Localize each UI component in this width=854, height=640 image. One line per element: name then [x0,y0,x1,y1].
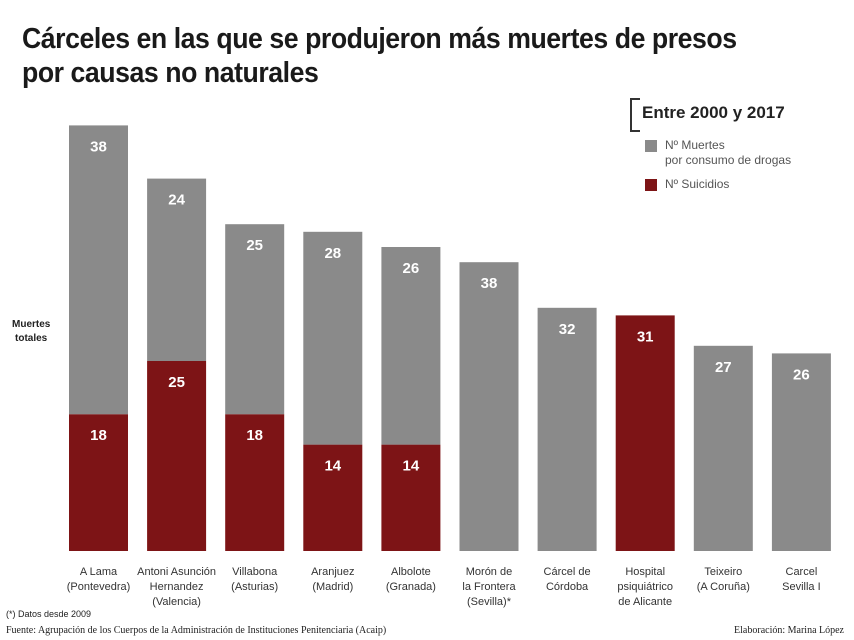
legend-swatch-suicides [645,179,657,191]
category-label: Carcel [786,566,818,578]
data-label: 32 [559,321,576,338]
bar-suicides [69,414,128,551]
bar-suicides [381,444,441,551]
legend-bracket [630,98,640,132]
category-label: A Lama [80,566,118,578]
category-label: (Asturias) [231,581,278,593]
bar-drugs [303,231,363,445]
category-label: Teixeiro [704,566,742,578]
bar-drugs [69,125,128,415]
chart-title: Cárceles en las que se produjeron más mu… [22,22,737,90]
category-label: (Madrid) [312,581,353,593]
data-label: 27 [715,359,732,376]
bar-suicides [147,361,207,551]
y-axis-label: Muertes totales [12,318,50,346]
category-label: Aranjuez [311,566,354,578]
category-label: Antoni Asunción [137,566,216,578]
legend-label-drugs-1: Nº Muertes [665,138,725,152]
data-label: 25 [168,374,185,391]
data-label: 25 [246,237,263,254]
data-label: 14 [324,458,341,475]
bar-drugs [459,262,519,551]
category-label: Albolote [391,566,431,578]
data-label: 26 [403,260,420,277]
bar-suicides [225,414,285,551]
title-line-2: por causas no naturales [22,57,319,89]
category-label: Villabona [232,566,278,578]
title-line-1: Cárceles en las que se produjeron más mu… [22,23,737,55]
bar-drugs [693,345,753,551]
data-label: 28 [324,245,341,262]
category-label: (Pontevedra) [67,581,131,593]
category-label: Cárcel de [544,566,591,578]
data-label: 26 [793,366,810,383]
credit: Elaboración: Marina López [734,625,844,636]
bar-drugs [225,224,285,415]
data-label: 38 [481,275,498,292]
data-label: 24 [168,192,185,209]
data-label: 38 [90,138,107,155]
source: Fuente: Agrupación de los Cuerpos de la … [6,625,387,636]
category-label: de Alicante [618,596,672,608]
category-label: Sevilla I [782,581,821,593]
category-label: psiquiátrico [617,581,673,593]
data-label: 31 [637,328,654,345]
bar-drugs [381,247,441,445]
category-label: (Valencia) [152,596,201,608]
bar-drugs [537,307,597,551]
category-label: la Frontera [462,581,516,593]
bar-suicides [615,315,675,551]
y-label-line-2: totales [15,333,48,344]
data-label: 18 [246,427,263,444]
y-label-line-1: Muertes [12,319,51,330]
category-label: (A Coruña) [697,581,750,593]
data-label: 18 [90,427,107,444]
category-label: Córdoba [546,581,589,593]
category-label: Morón de [466,566,512,578]
category-label: Hospital [625,566,665,578]
bar-drugs [147,178,207,361]
legend-label-drugs-2: por consumo de drogas [665,153,792,167]
legend-swatch-drugs [645,140,657,152]
category-label: (Sevilla)* [467,596,512,608]
legend-title: Entre 2000 y 2017 [642,103,785,122]
footnote: (*) Datos desde 2009 [6,609,92,619]
bar-drugs [771,353,831,551]
bar-suicides [303,444,363,551]
data-label: 14 [403,458,420,475]
category-label: (Granada) [386,581,436,593]
legend-label-suicides: Nº Suicidios [665,177,730,191]
category-label: Hernandez [150,581,204,593]
